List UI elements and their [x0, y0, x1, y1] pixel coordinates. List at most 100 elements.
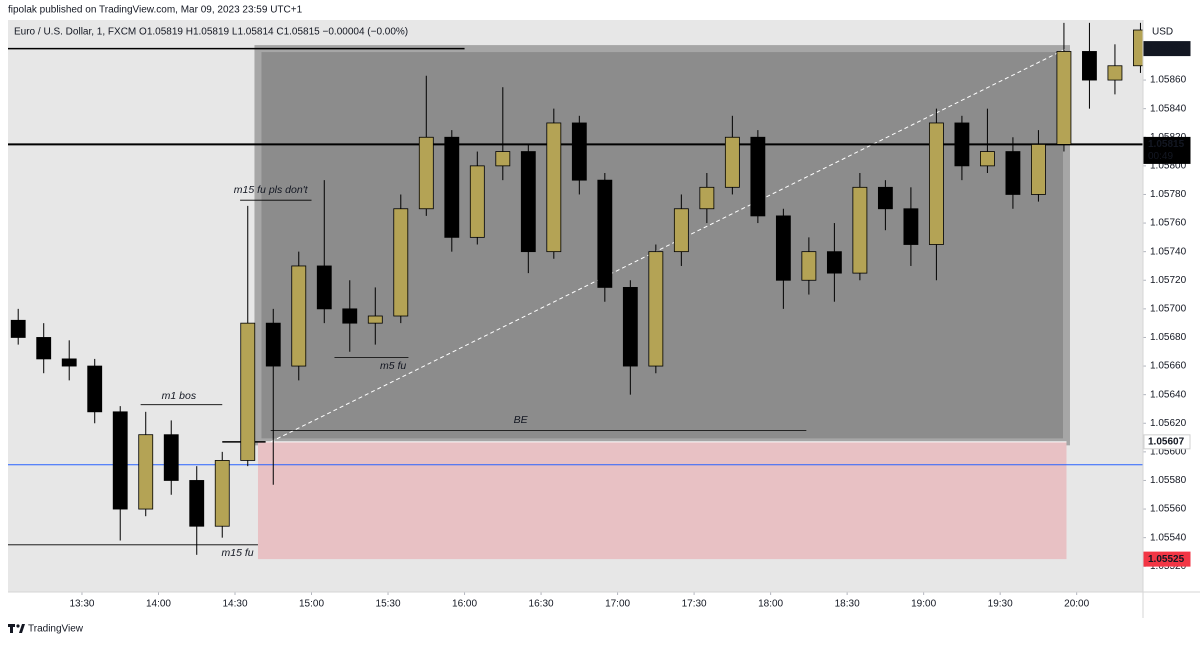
candle-body — [1031, 144, 1046, 195]
y-tick-label: 1.05640 — [1150, 389, 1187, 400]
candle-body — [342, 308, 358, 324]
symbol-header: Euro / U.S. Dollar, 1, FXCM O1.05819 H1.… — [14, 27, 408, 38]
candle-body — [954, 122, 970, 167]
candle-body — [469, 165, 485, 238]
y-tick-label: 1.05560 — [1150, 504, 1187, 515]
candle-body — [214, 460, 230, 527]
candle-body — [801, 251, 817, 281]
candle-body — [112, 411, 128, 510]
price-label: 1.05815 — [1148, 139, 1185, 150]
x-tick-label: 14:00 — [146, 599, 171, 610]
y-tick-label: 1.05760 — [1150, 218, 1187, 229]
candle-body — [673, 208, 689, 253]
candle-body — [928, 122, 944, 245]
candle-body — [775, 215, 791, 281]
published-text: fipolak published on TradingView.com, Ma… — [8, 5, 303, 16]
candle-body — [1107, 65, 1123, 81]
candle-body — [903, 208, 919, 245]
plot: m1 bos m15 fu pls don't m5 fu BE m15 fu — [8, 22, 1143, 560]
y-tick-label: 1.05660 — [1150, 361, 1187, 372]
candle-body — [699, 186, 715, 210]
x-tick-label: 14:30 — [222, 599, 247, 610]
candle-body — [418, 136, 434, 210]
price-label-box — [1143, 136, 1191, 164]
candle-body — [138, 434, 154, 510]
candle-body — [750, 136, 766, 217]
target-zone — [254, 45, 1070, 446]
y-tick-label: 1.05800 — [1150, 161, 1187, 172]
y-tick-label: 1.05700 — [1150, 304, 1187, 315]
price-label-box — [1143, 434, 1191, 450]
candle-body — [444, 136, 460, 238]
candle-body — [1082, 51, 1097, 81]
y-tick-label: 1.05600 — [1150, 447, 1187, 458]
candle-body — [163, 434, 179, 481]
x-tick-label: 16:00 — [452, 599, 477, 610]
x-tick-label: 15:00 — [299, 599, 324, 610]
candle-body — [367, 315, 383, 324]
candle-body — [87, 365, 103, 413]
candle-body — [265, 322, 281, 367]
tv-logo — [8, 624, 25, 633]
footer-brand: TradingView — [28, 624, 84, 635]
x-tick-label: 17:00 — [605, 599, 630, 610]
candle-body — [36, 337, 52, 360]
x-tick-label: 20:00 — [1064, 599, 1089, 610]
x-tick-label: 18:00 — [758, 599, 783, 610]
trade-path — [270, 48, 1067, 443]
y-tick-label: 1.05720 — [1150, 275, 1187, 286]
y-tick-label: 1.05580 — [1150, 475, 1187, 486]
price-label-box — [1143, 551, 1191, 567]
y-tick-label: 1.05840 — [1150, 103, 1187, 114]
candle-body — [10, 319, 26, 338]
candle-body — [61, 358, 77, 367]
x-tick-label: 13:30 — [69, 599, 94, 610]
annotation-label: BE — [514, 414, 529, 426]
stop-zone — [257, 441, 1067, 560]
annotation-label: m15 fu — [221, 547, 253, 559]
candle-body — [393, 208, 409, 317]
candle-body — [648, 251, 664, 367]
candle-body — [622, 287, 638, 367]
candle-body — [980, 151, 995, 167]
x-tick-label: 19:00 — [911, 599, 936, 610]
y-tick-label: 1.05740 — [1150, 246, 1187, 257]
candle-body — [189, 480, 205, 527]
candle-body — [316, 265, 332, 310]
y-tick-label: 1.05680 — [1150, 332, 1187, 343]
annotation-label: m1 bos — [162, 390, 197, 402]
currency: USD — [1152, 27, 1173, 38]
price-label-box — [1143, 41, 1191, 57]
y-tick-label: 1.05860 — [1150, 75, 1187, 86]
axes: 1.055201.055401.055601.055801.056001.056… — [69, 41, 1191, 610]
candle-body — [1133, 29, 1143, 67]
price-label: 1.05525 — [1148, 554, 1185, 565]
candle-body — [724, 136, 740, 188]
x-tick-label: 17:30 — [682, 599, 707, 610]
candle-body — [1005, 151, 1021, 195]
y-tick-label: 1.05620 — [1150, 418, 1187, 429]
candle-body — [495, 151, 511, 167]
annotation-label: m5 fu — [380, 360, 406, 372]
price-label: 1.05607 — [1148, 436, 1185, 447]
y-tick-label: 1.05780 — [1150, 189, 1187, 200]
candle-body — [240, 322, 256, 461]
candle-body — [571, 122, 587, 181]
candle-body — [291, 265, 307, 367]
x-tick-label: 18:30 — [835, 599, 860, 610]
y-tick-label: 1.05540 — [1150, 532, 1187, 543]
x-tick-label: 19:30 — [988, 599, 1013, 610]
annotation-label: m15 fu pls don't — [234, 184, 309, 196]
countdown: 00:49 — [1148, 151, 1173, 162]
candle-body — [852, 186, 868, 274]
candle-body — [546, 122, 562, 253]
price-label: 1.05882 — [1148, 43, 1185, 54]
x-tick-label: 15:30 — [376, 599, 401, 610]
candle-body — [826, 251, 842, 274]
candle-body — [877, 186, 893, 210]
x-tick-label: 16:30 — [529, 599, 554, 610]
candle-body — [1056, 51, 1072, 145]
candle-body — [520, 151, 536, 253]
candle-body — [597, 179, 613, 288]
